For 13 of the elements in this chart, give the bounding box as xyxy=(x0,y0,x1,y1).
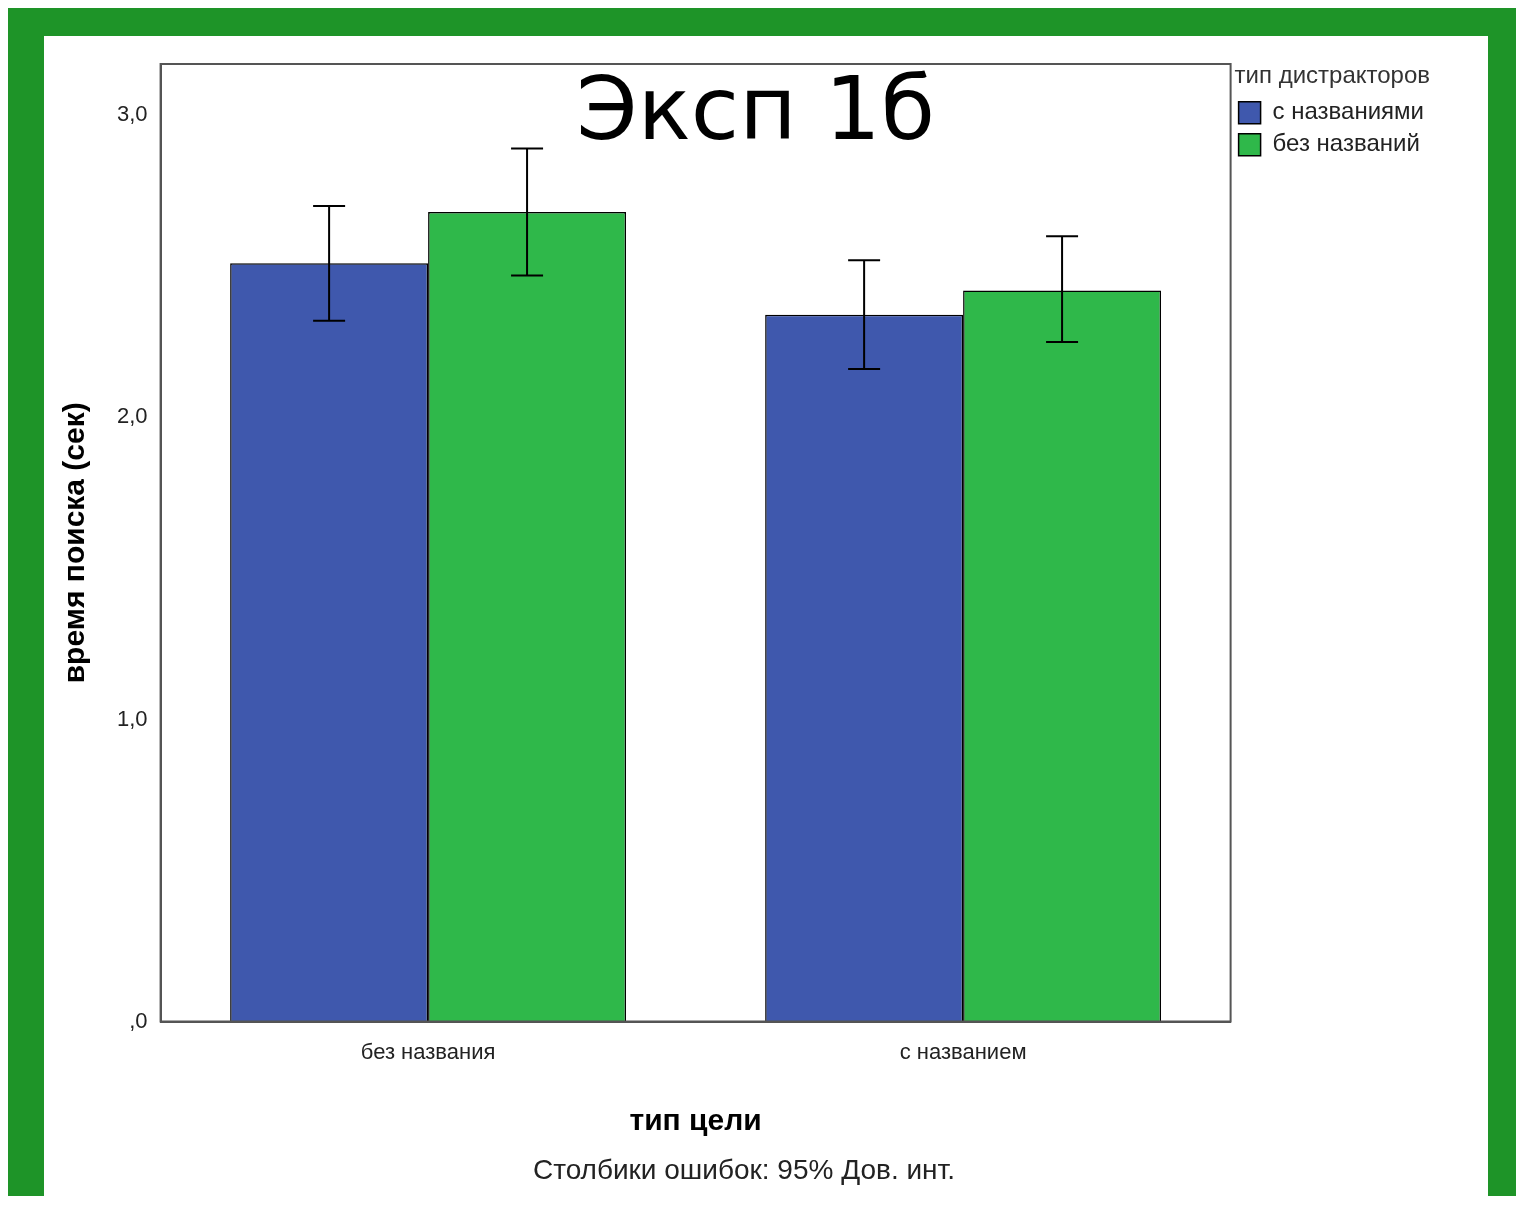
y-tick-label: 1,0 xyxy=(116,705,148,731)
y-tick-label: 2,0 xyxy=(116,403,148,429)
x-axis-title: тип цели xyxy=(629,1103,762,1137)
x-tick-label: без названия xyxy=(360,1038,496,1064)
legend-label: без названий xyxy=(1272,129,1420,157)
legend-label: с названиями xyxy=(1272,97,1425,125)
x-tick-label: с названием xyxy=(899,1038,1027,1064)
chart-title: Эксп 1б xyxy=(576,56,935,160)
y-tick-label: 3,0 xyxy=(116,101,148,127)
y-axis-title: время поиска (сек) xyxy=(57,402,91,684)
text: Столбики ошибок: 95% Дов. инт. xyxy=(531,1154,957,1186)
y-tick-label: ,0 xyxy=(129,1007,148,1033)
legend-title: тип дистракторов xyxy=(1234,60,1431,88)
